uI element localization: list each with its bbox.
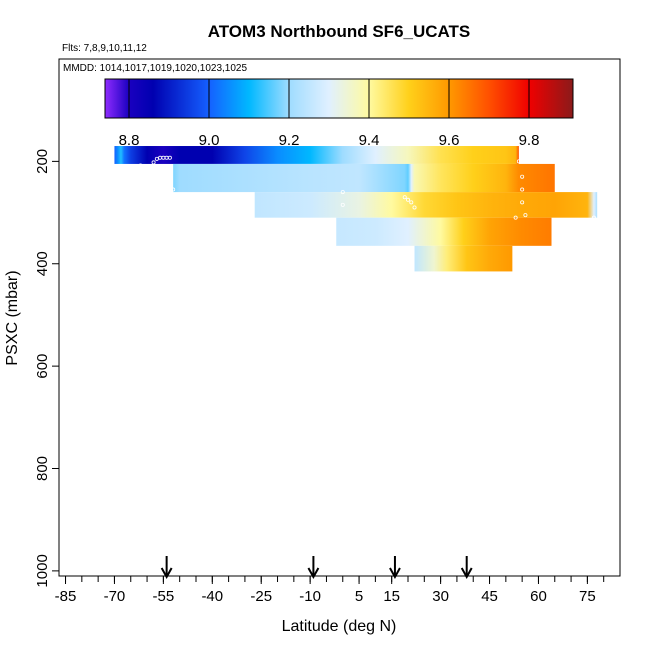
x-tick-label: -55 <box>153 588 175 605</box>
sample-marker <box>591 215 596 220</box>
y-tick-label: 400 <box>34 251 51 276</box>
x-tick-label: -40 <box>201 588 223 605</box>
sample-marker <box>138 163 143 168</box>
profile-band <box>114 146 519 164</box>
y-tick-label: 200 <box>34 149 51 174</box>
x-tick-label: 45 <box>481 588 498 605</box>
down-arrow-icon <box>460 556 473 580</box>
sample-marker <box>520 174 525 179</box>
sample-marker <box>167 155 172 160</box>
sample-marker <box>520 200 525 205</box>
chart-title: ATOM3 Northbound SF6_UCATS <box>208 22 471 41</box>
sample-marker <box>167 184 172 189</box>
x-tick-label: 60 <box>530 588 547 605</box>
colorbar-tick-label: 9.0 <box>199 132 220 149</box>
x-axis: -85 -70 -55 -40 -25 -10 5 15 30 45 60 75 <box>55 576 605 605</box>
sample-marker <box>513 246 518 251</box>
sample-marker <box>523 213 528 218</box>
profile-band <box>336 217 552 246</box>
sample-marker <box>125 164 130 169</box>
colorbar-tick-label: 8.8 <box>119 132 140 149</box>
sample-marker <box>340 202 345 207</box>
dates-label: MMDD: 1014,1017,1019,1020,1023,1025 <box>63 63 247 74</box>
x-tick-label: 30 <box>432 588 449 605</box>
sample-marker <box>148 165 153 170</box>
y-axis-label: PSXC (mbar) <box>4 270 21 365</box>
profile-band <box>173 163 555 193</box>
colorbar-gradient <box>104 78 574 119</box>
sample-marker <box>409 200 414 205</box>
x-tick-label: 75 <box>579 588 596 605</box>
sample-marker <box>151 160 156 165</box>
sample-marker <box>520 187 525 192</box>
sample-marker <box>405 197 410 202</box>
profile-band <box>414 245 513 272</box>
colorbar-tick-label: 9.6 <box>439 132 460 149</box>
y-tick-label: 800 <box>34 456 51 481</box>
sample-marker <box>171 187 176 192</box>
x-tick-label: -25 <box>250 588 272 605</box>
y-tick-label: 1000 <box>34 554 51 587</box>
x-tick-label: -85 <box>55 588 77 605</box>
x-tick-label: -10 <box>299 588 321 605</box>
colorbar-tick-label: 9.2 <box>279 132 300 149</box>
profile-layer <box>114 146 598 272</box>
y-axis: 200 400 600 800 1000 <box>34 149 59 588</box>
x-axis-label: Latitude (deg N) <box>282 618 397 635</box>
down-arrow-icon <box>389 556 401 580</box>
sample-marker-layer <box>118 155 596 251</box>
down-arrow-icon <box>307 556 320 580</box>
x-tick-label: -70 <box>104 588 126 605</box>
colorbar: 8.8 9.0 9.2 9.4 9.6 9.8 <box>104 78 574 149</box>
sample-marker <box>513 215 518 220</box>
sample-marker <box>412 205 417 210</box>
flights-label: Flts: 7,8,9,10,11,12 <box>62 43 147 54</box>
sample-marker <box>516 159 521 164</box>
sample-marker <box>340 190 345 195</box>
x-tick-label: 15 <box>383 588 400 605</box>
profile-band <box>254 192 598 218</box>
sample-marker <box>132 164 137 169</box>
sample-marker <box>402 195 407 200</box>
colorbar-tick-label: 9.4 <box>359 132 380 149</box>
y-tick-label: 600 <box>34 354 51 379</box>
arrow-layer <box>160 556 473 580</box>
sample-marker <box>118 164 123 169</box>
plot-frame <box>58 58 621 577</box>
colorbar-tick-label: 9.8 <box>519 132 540 149</box>
x-tick-label: 5 <box>355 588 363 605</box>
down-arrow-icon <box>160 556 173 580</box>
